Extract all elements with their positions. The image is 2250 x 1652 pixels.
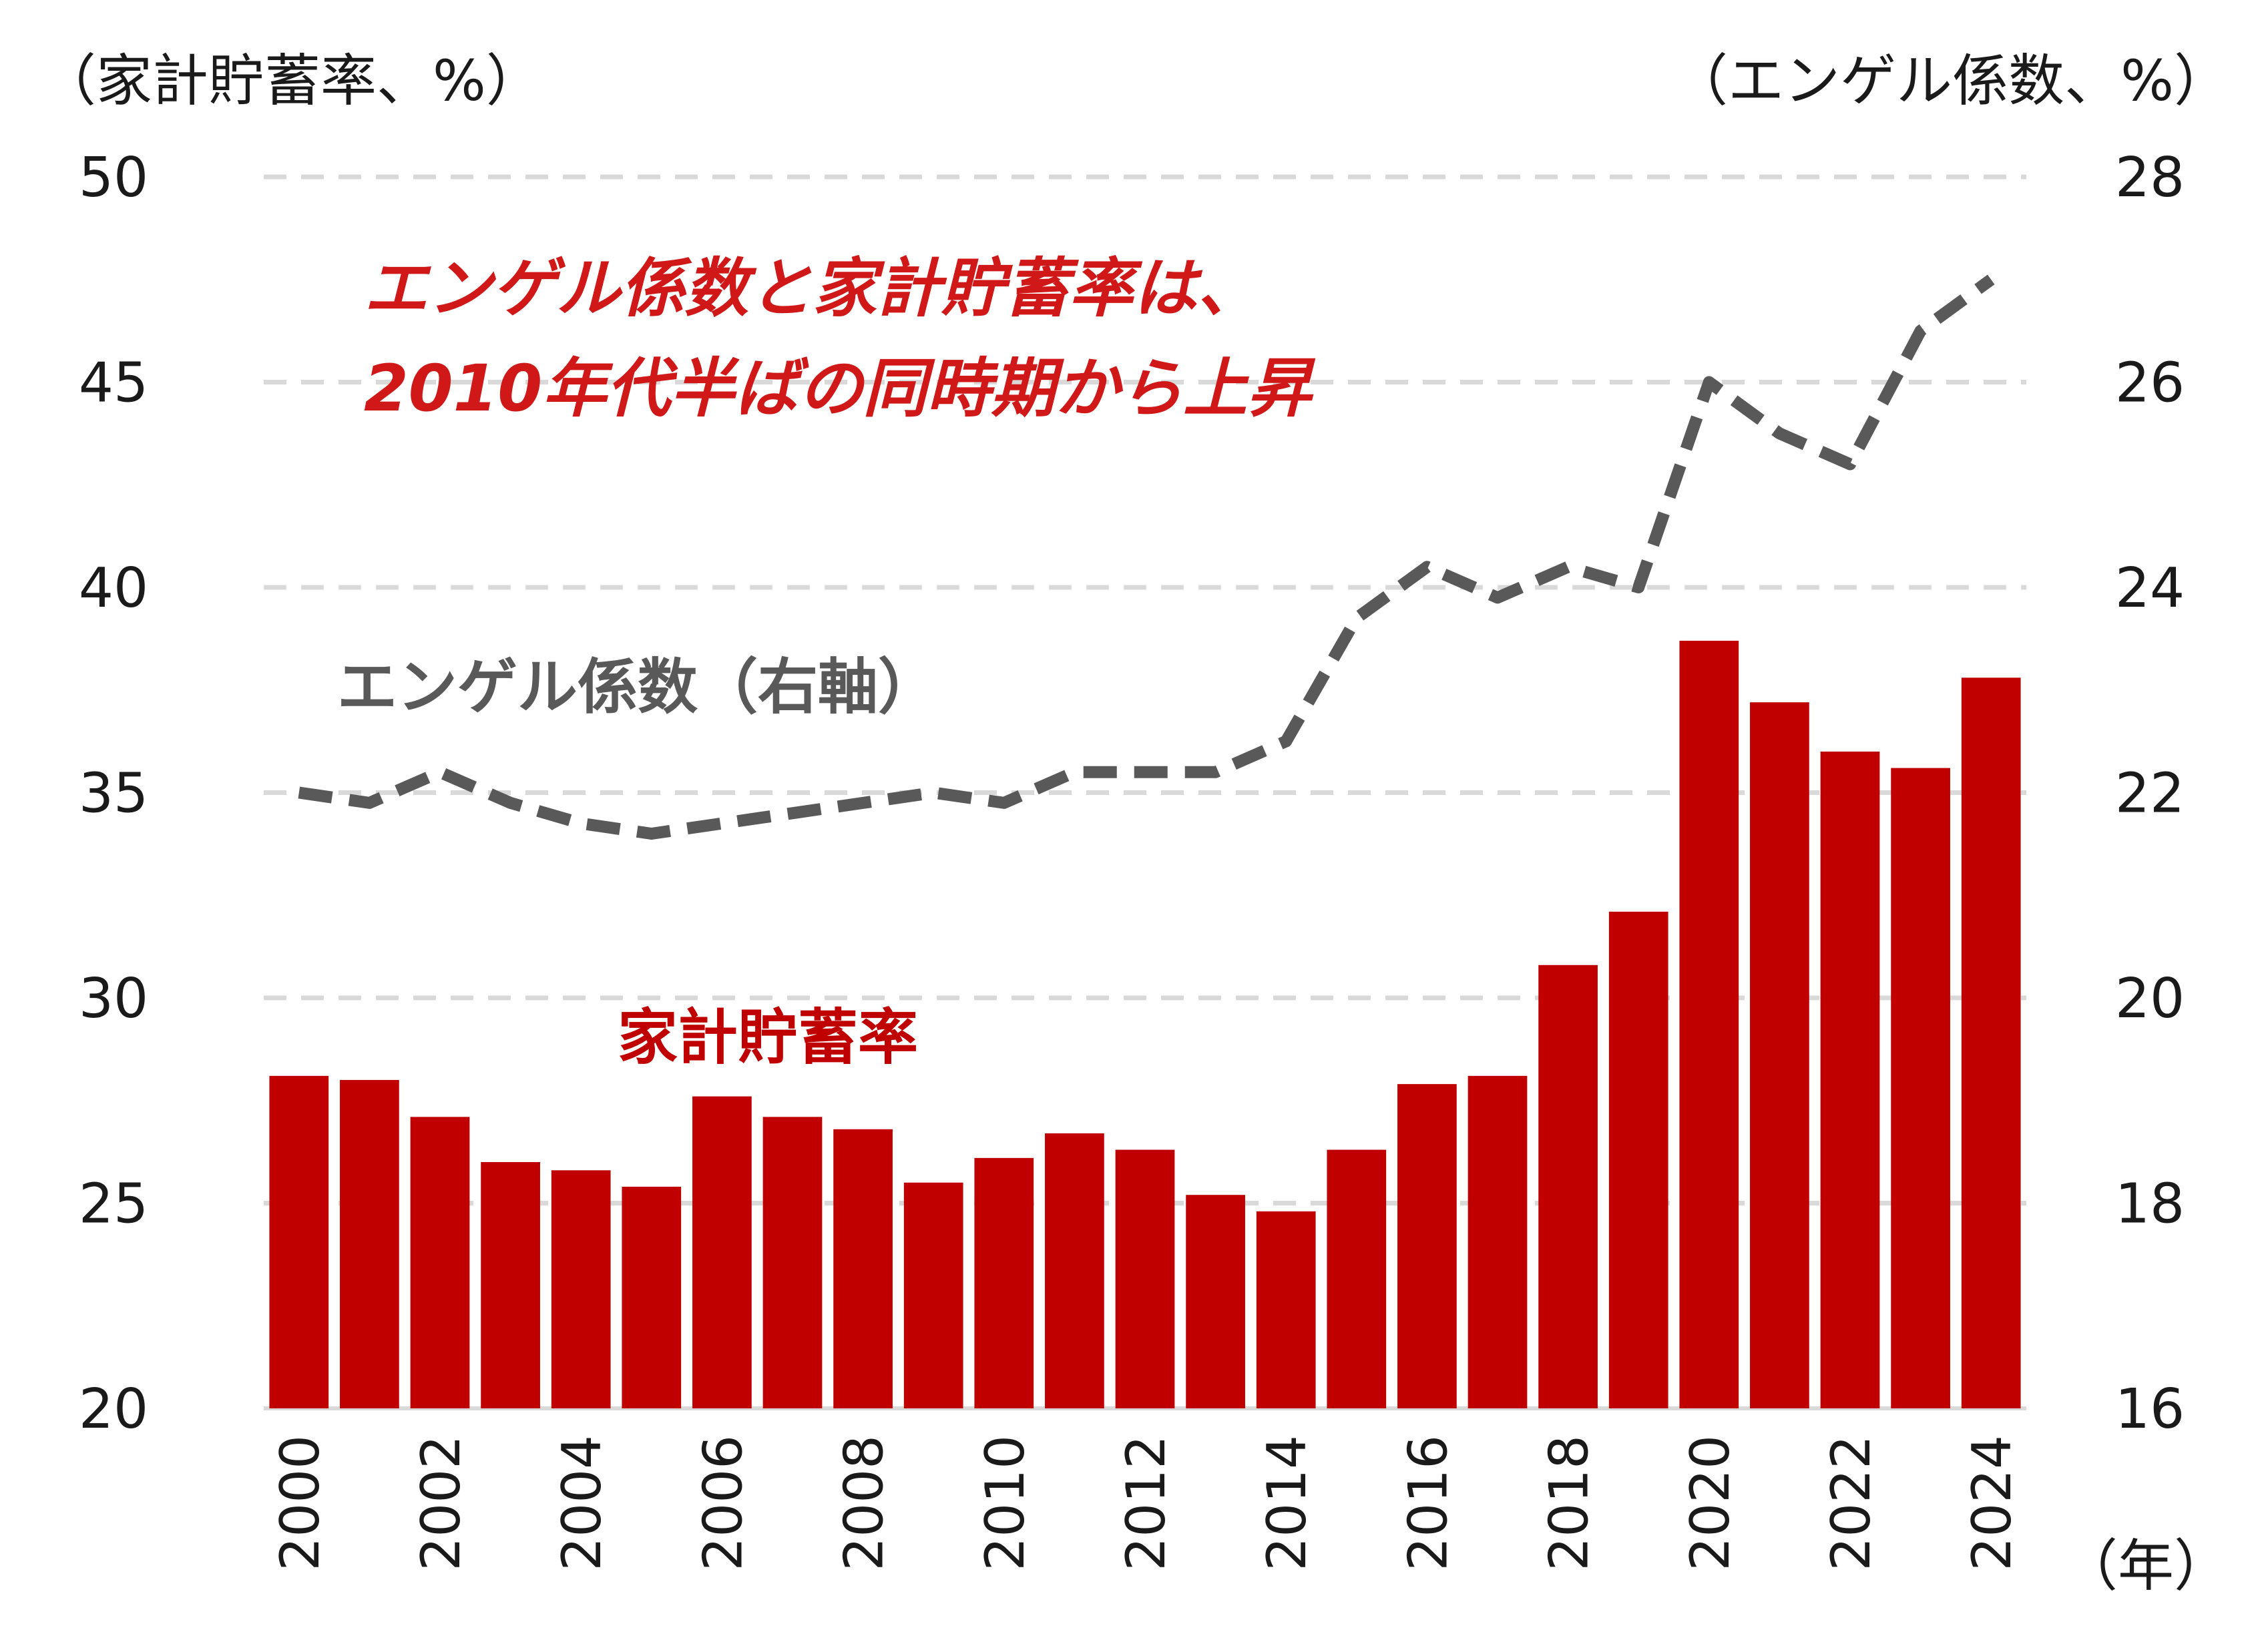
bar-2024 <box>1961 677 2021 1408</box>
x-tick-2014: 2014 <box>1256 1435 1318 1571</box>
x-tick-2020: 2020 <box>1679 1435 1741 1571</box>
bar-series-label: 家計貯蓄率 <box>618 1003 918 1073</box>
bar-series <box>269 640 2021 1409</box>
bar-2005 <box>622 1186 682 1408</box>
bar-2023 <box>1891 768 1950 1408</box>
bar-2008 <box>833 1129 893 1408</box>
bar-2017 <box>1468 1075 1528 1408</box>
left-tick-50: 50 <box>79 146 148 210</box>
bar-2018 <box>1538 965 1598 1408</box>
left-tick-40: 40 <box>79 557 148 620</box>
x-tick-2010: 2010 <box>974 1435 1036 1571</box>
bar-2003 <box>481 1162 540 1408</box>
bar-2014 <box>1256 1211 1316 1408</box>
bar-2012 <box>1115 1149 1175 1408</box>
right-tick-26: 26 <box>2115 352 2185 415</box>
x-tick-2008: 2008 <box>833 1435 895 1571</box>
x-tick-2016: 2016 <box>1397 1435 1459 1571</box>
bar-2007 <box>762 1117 823 1408</box>
annotation-line-2: 2010年代半ばの同時期から上昇 <box>364 351 1316 426</box>
bar-2019 <box>1608 911 1668 1408</box>
bar-2013 <box>1186 1195 1245 1408</box>
right-axis-ticks: 16 18 20 22 24 26 28 <box>2115 146 2185 1441</box>
left-tick-20: 20 <box>79 1378 148 1441</box>
bar-2015 <box>1327 1149 1387 1408</box>
x-tick-2002: 2002 <box>410 1435 472 1571</box>
x-axis-ticks: 2000 2002 2004 2006 2008 2010 2012 2014 2016 2018… <box>269 1435 2023 1571</box>
right-tick-22: 22 <box>2115 762 2185 826</box>
x-unit-label: （年） <box>2062 1533 2230 1599</box>
bar-2022 <box>1820 752 1880 1408</box>
x-tick-2024: 2024 <box>1961 1435 2023 1571</box>
right-tick-16: 16 <box>2115 1378 2185 1441</box>
engel-coefficient-line <box>298 274 1995 840</box>
bar-2006 <box>692 1096 752 1408</box>
bar-2000 <box>269 1075 329 1408</box>
x-tick-2006: 2006 <box>692 1435 754 1571</box>
left-axis-label: （家計貯蓄率、%） <box>40 48 542 113</box>
bar-2021 <box>1750 702 1809 1408</box>
annotation-line-1: エンゲル係数と家計貯蓄率は、 <box>364 251 1261 326</box>
bar-2011 <box>1045 1133 1104 1408</box>
x-tick-2018: 2018 <box>1538 1435 1600 1571</box>
x-tick-2022: 2022 <box>1820 1435 1882 1571</box>
bar-2001 <box>340 1080 399 1408</box>
bar-2016 <box>1397 1084 1457 1408</box>
left-tick-30: 30 <box>79 967 148 1031</box>
x-tick-2000: 2000 <box>269 1435 331 1571</box>
left-tick-25: 25 <box>79 1173 148 1236</box>
left-tick-45: 45 <box>79 352 148 415</box>
right-tick-18: 18 <box>2115 1173 2185 1236</box>
bar-2010 <box>974 1157 1034 1408</box>
bar-2002 <box>410 1117 470 1408</box>
x-tick-2004: 2004 <box>551 1435 613 1571</box>
left-tick-35: 35 <box>79 762 148 826</box>
right-tick-28: 28 <box>2115 146 2185 210</box>
right-axis-label: （エンゲル係数、%） <box>1672 48 2230 113</box>
x-tick-2012: 2012 <box>1115 1435 1177 1571</box>
left-axis-ticks: 20 25 30 35 40 45 50 <box>79 146 148 1441</box>
bar-2009 <box>903 1182 963 1408</box>
right-tick-20: 20 <box>2115 967 2185 1031</box>
bar-2020 <box>1679 640 1739 1409</box>
right-tick-24: 24 <box>2115 557 2185 620</box>
line-series-label: エンゲル係数（右軸） <box>337 652 938 722</box>
line-series <box>298 274 1995 840</box>
bar-2004 <box>551 1170 611 1408</box>
